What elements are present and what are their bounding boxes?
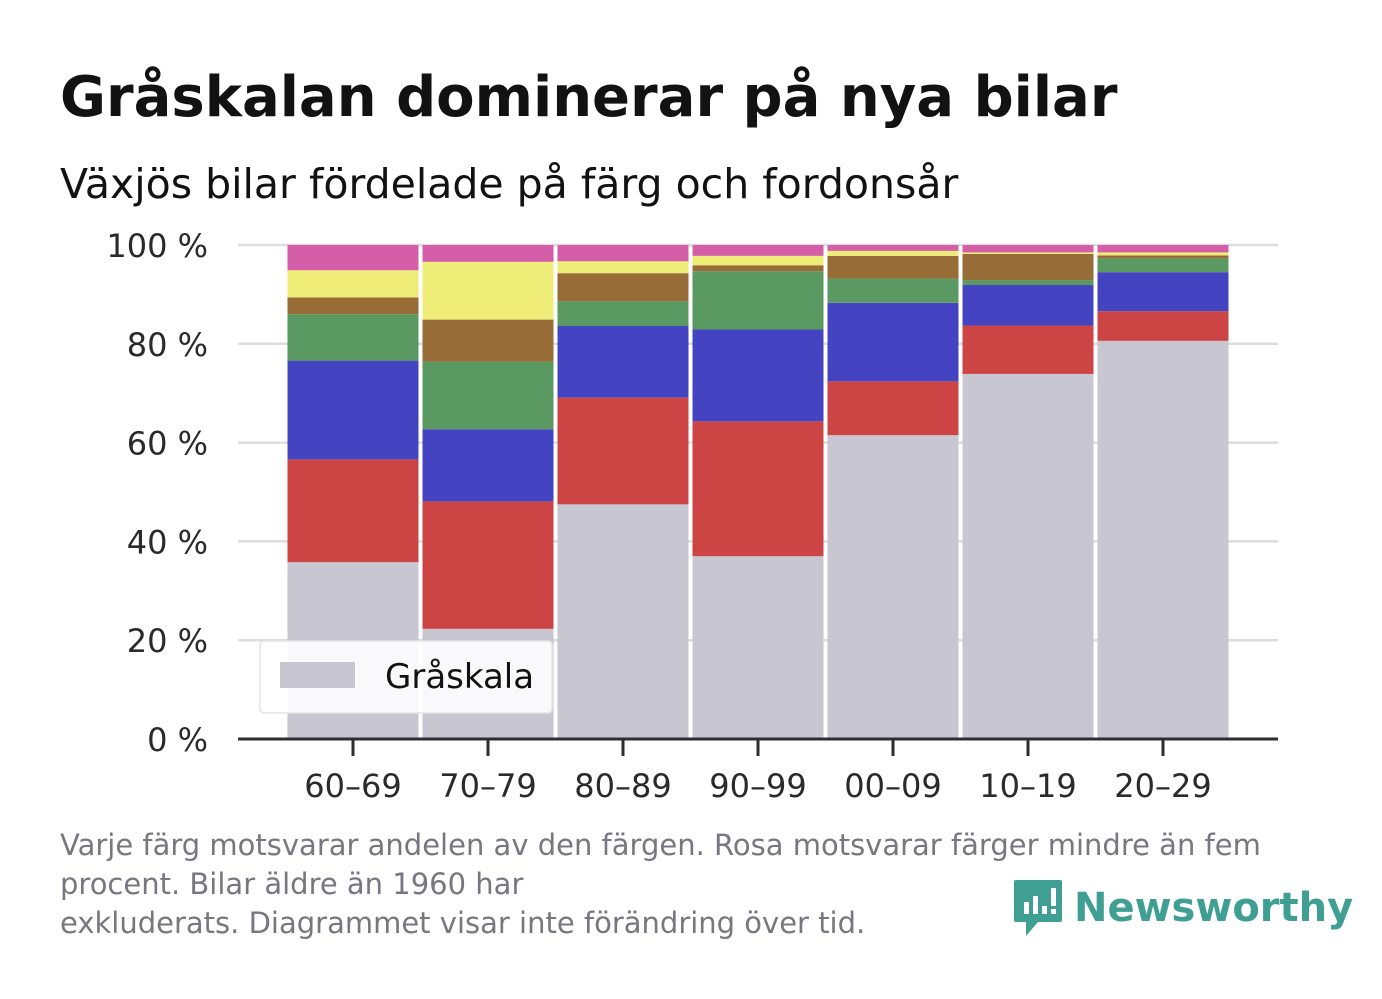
bar-segment <box>557 245 689 262</box>
footnote: Varje färg motsvarar andelen av den färg… <box>60 826 1300 943</box>
y-tick-label: 100 % <box>106 227 208 265</box>
bar-segment <box>692 271 824 330</box>
newsworthy-logo: Newsworthy <box>1012 878 1353 938</box>
bar-segment <box>287 360 419 460</box>
bar-segment <box>962 373 1094 739</box>
bar-segment <box>287 459 419 563</box>
bar-segment <box>422 361 554 430</box>
bar-segment <box>827 255 959 279</box>
bar-segment <box>962 252 1094 254</box>
bar-segment <box>1097 340 1229 739</box>
bar-segment <box>557 326 689 398</box>
bar-segment <box>692 245 824 256</box>
bar-segment <box>962 245 1094 253</box>
bar-segment <box>827 278 959 303</box>
newsworthy-chart-icon <box>1014 880 1062 936</box>
bar-segment <box>422 261 554 320</box>
x-tick-label: 20–29 <box>1114 767 1211 805</box>
bar-segment <box>692 255 824 266</box>
bar-segment <box>557 504 689 739</box>
x-tick-label: 10–19 <box>979 767 1076 805</box>
bar-segment <box>1097 245 1229 253</box>
bar-segment <box>827 250 959 256</box>
footnote-line-1: Varje färg motsvarar andelen av den färg… <box>60 828 1261 901</box>
legend-label: Gråskala <box>385 657 534 697</box>
bar-segment <box>422 501 554 629</box>
bar-segment <box>557 273 689 302</box>
x-tick-label: 60–69 <box>304 767 401 805</box>
bar-segment <box>962 253 1094 281</box>
bar-segment <box>422 429 554 502</box>
bar-segment <box>827 381 959 436</box>
bar-segment <box>287 270 419 298</box>
bar-segment <box>692 265 824 272</box>
legend-swatch <box>280 662 355 688</box>
bar-segment <box>557 397 689 505</box>
bar-segment <box>287 297 419 315</box>
bar-segment <box>1097 272 1229 312</box>
bar-segment <box>422 319 554 362</box>
bar-segment <box>287 245 419 271</box>
brand-name: Newsworthy <box>1074 885 1354 931</box>
legend-box <box>259 640 553 714</box>
bar-segment <box>1097 311 1229 341</box>
bar-segment <box>692 329 824 422</box>
bar-segment <box>287 314 419 361</box>
bar-segment <box>1097 258 1229 273</box>
y-tick-label: 60 % <box>127 425 208 463</box>
bar-segment <box>827 435 959 739</box>
stacked-bar-chart: 0 % 20 % 40 % 60 % 80 % 100 % 60–69 70–79 80–89… <box>106 227 1278 805</box>
y-tick-label: 80 % <box>127 326 208 364</box>
y-tick-label: 0 % <box>147 721 208 759</box>
x-tick-label: 80–89 <box>574 767 671 805</box>
bar-segment <box>422 245 554 262</box>
x-tick-label: 70–79 <box>439 767 536 805</box>
bar-segment <box>827 302 959 382</box>
y-tick-label: 40 % <box>127 523 208 561</box>
x-ticks: 60–69 70–79 80–89 90–99 00–09 10–19 20–29 <box>304 739 1212 805</box>
bar-segment <box>692 421 824 557</box>
bar-segment <box>1097 255 1229 259</box>
legend: Gråskala <box>259 640 553 714</box>
y-tick-label: 20 % <box>127 622 208 660</box>
x-tick-label: 90–99 <box>709 767 806 805</box>
bar-segment <box>1097 252 1229 256</box>
bar-segment <box>962 280 1094 286</box>
chart-subtitle: Växjös bilar fördelade på färg och fordo… <box>60 160 959 208</box>
bar-segment <box>827 245 959 251</box>
chart-title: Gråskalan dominerar på nya bilar <box>60 65 1118 130</box>
bar-segment <box>557 301 689 327</box>
bar-segment <box>557 261 689 274</box>
bar-segment <box>962 285 1094 326</box>
x-tick-label: 00–09 <box>844 767 941 805</box>
footnote-line-2: exkluderats. Diagrammet visar inte förän… <box>60 906 866 940</box>
bar-segment <box>692 556 824 739</box>
y-tick-labels: 0 % 20 % 40 % 60 % 80 % 100 % <box>106 227 208 759</box>
bar-segment <box>962 325 1094 374</box>
